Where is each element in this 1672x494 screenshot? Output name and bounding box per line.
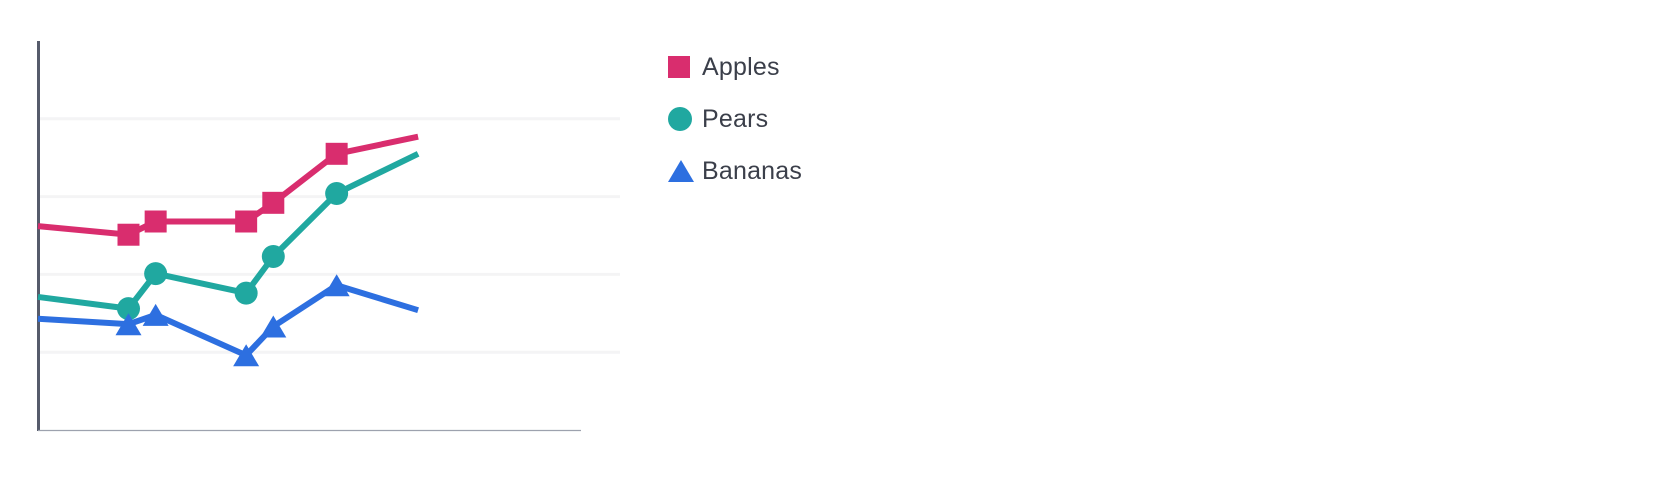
data-point-apples-4[interactable] bbox=[262, 191, 285, 214]
series-line-bananas bbox=[37, 282, 419, 359]
data-point-apples-1[interactable] bbox=[117, 223, 140, 246]
gridlines bbox=[38, 117, 620, 354]
data-point-pears-1[interactable] bbox=[117, 297, 140, 321]
legend-label-bananas: Bananas bbox=[702, 157, 803, 185]
legend-item-bananas[interactable]: Bananas bbox=[668, 156, 802, 186]
data-point-pears-2[interactable] bbox=[144, 262, 168, 286]
data-point-apples-2[interactable] bbox=[144, 210, 167, 233]
data-point-pears-5[interactable] bbox=[325, 181, 349, 205]
data-point-pears-4[interactable] bbox=[261, 245, 285, 269]
legend-marker-circle-pears bbox=[668, 104, 702, 134]
data-point-bananas-2[interactable] bbox=[142, 303, 169, 326]
series-line-apples bbox=[37, 133, 419, 238]
chart-legend: Apples Pears Bananas bbox=[668, 52, 802, 186]
data-point-bananas-3[interactable] bbox=[233, 344, 260, 367]
data-point-apples-5[interactable] bbox=[325, 142, 348, 165]
legend-marker-triangle-bananas bbox=[668, 156, 702, 186]
data-point-bananas-1[interactable] bbox=[115, 313, 142, 336]
legend-item-pears[interactable]: Pears bbox=[668, 104, 802, 134]
plot-area bbox=[0, 0, 620, 470]
legend-item-apples[interactable]: Apples bbox=[668, 52, 802, 82]
data-point-pears-3[interactable] bbox=[234, 281, 258, 305]
data-point-bananas-4[interactable] bbox=[260, 315, 287, 338]
series-lines bbox=[37, 133, 420, 359]
series-markers bbox=[115, 142, 350, 367]
legend-marker-square-apples bbox=[668, 52, 702, 82]
plot-svg bbox=[37, 41, 620, 432]
data-point-bananas-5[interactable] bbox=[323, 274, 350, 297]
data-point-apples-3[interactable] bbox=[235, 210, 258, 233]
legend-label-pears: Pears bbox=[702, 105, 769, 133]
legend-label-apples: Apples bbox=[702, 53, 780, 81]
